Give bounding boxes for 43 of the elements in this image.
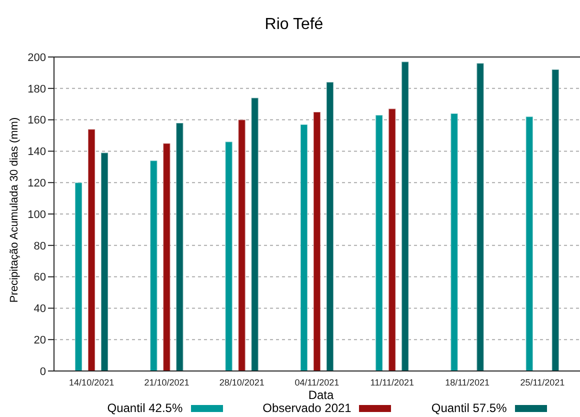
bar bbox=[401, 61, 410, 371]
x-tick-label: 25/11/2021 bbox=[520, 377, 565, 388]
y-tick-label: 200 bbox=[28, 52, 46, 64]
x-tick-label: 18/11/2021 bbox=[445, 377, 490, 388]
y-tick-label: 160 bbox=[28, 114, 46, 127]
bar bbox=[74, 182, 83, 371]
bar bbox=[476, 62, 484, 371]
x-tick-label: 14/10/2021 bbox=[69, 377, 114, 388]
bar bbox=[100, 152, 109, 371]
x-tick-label: 21/10/2021 bbox=[144, 377, 190, 388]
bar bbox=[176, 122, 184, 371]
bar bbox=[162, 142, 171, 371]
legend-label: Quantil 57.5% bbox=[431, 401, 507, 415]
legend-label: Quantil 42.5% bbox=[107, 401, 183, 415]
bar bbox=[250, 97, 259, 371]
y-tick-label: 180 bbox=[28, 83, 46, 96]
bar bbox=[450, 113, 458, 371]
y-tick-label: 140 bbox=[28, 146, 46, 158]
bar bbox=[326, 82, 334, 371]
bar bbox=[88, 128, 96, 371]
y-tick-label: 20 bbox=[34, 334, 46, 347]
chart-title: Rio Tefé bbox=[264, 16, 324, 34]
y-tick-label: 40 bbox=[34, 303, 46, 316]
y-tick-label: 60 bbox=[34, 272, 46, 284]
y-axis-title: Precipitação Acumulada 30 dias (mm) bbox=[9, 117, 21, 303]
y-tick-label: 80 bbox=[34, 240, 46, 252]
bar bbox=[300, 124, 308, 371]
legend-label: Observado 2021 bbox=[262, 401, 352, 415]
y-tick-label: 120 bbox=[28, 178, 46, 190]
x-axis-title: Data bbox=[307, 388, 335, 402]
bar bbox=[388, 108, 396, 371]
x-tick-label: 04/11/2021 bbox=[294, 377, 340, 388]
x-tick-label: 11/11/2021 bbox=[370, 377, 414, 388]
bar bbox=[312, 111, 321, 371]
y-tick-label: 100 bbox=[28, 208, 46, 221]
bar bbox=[551, 69, 560, 371]
bar bbox=[224, 141, 233, 371]
bar bbox=[150, 160, 158, 371]
bar bbox=[375, 114, 384, 371]
bar bbox=[238, 119, 246, 371]
x-tick-label: 28/10/2021 bbox=[219, 377, 264, 388]
y-tick-label: 0 bbox=[40, 366, 46, 378]
bar bbox=[525, 116, 534, 371]
